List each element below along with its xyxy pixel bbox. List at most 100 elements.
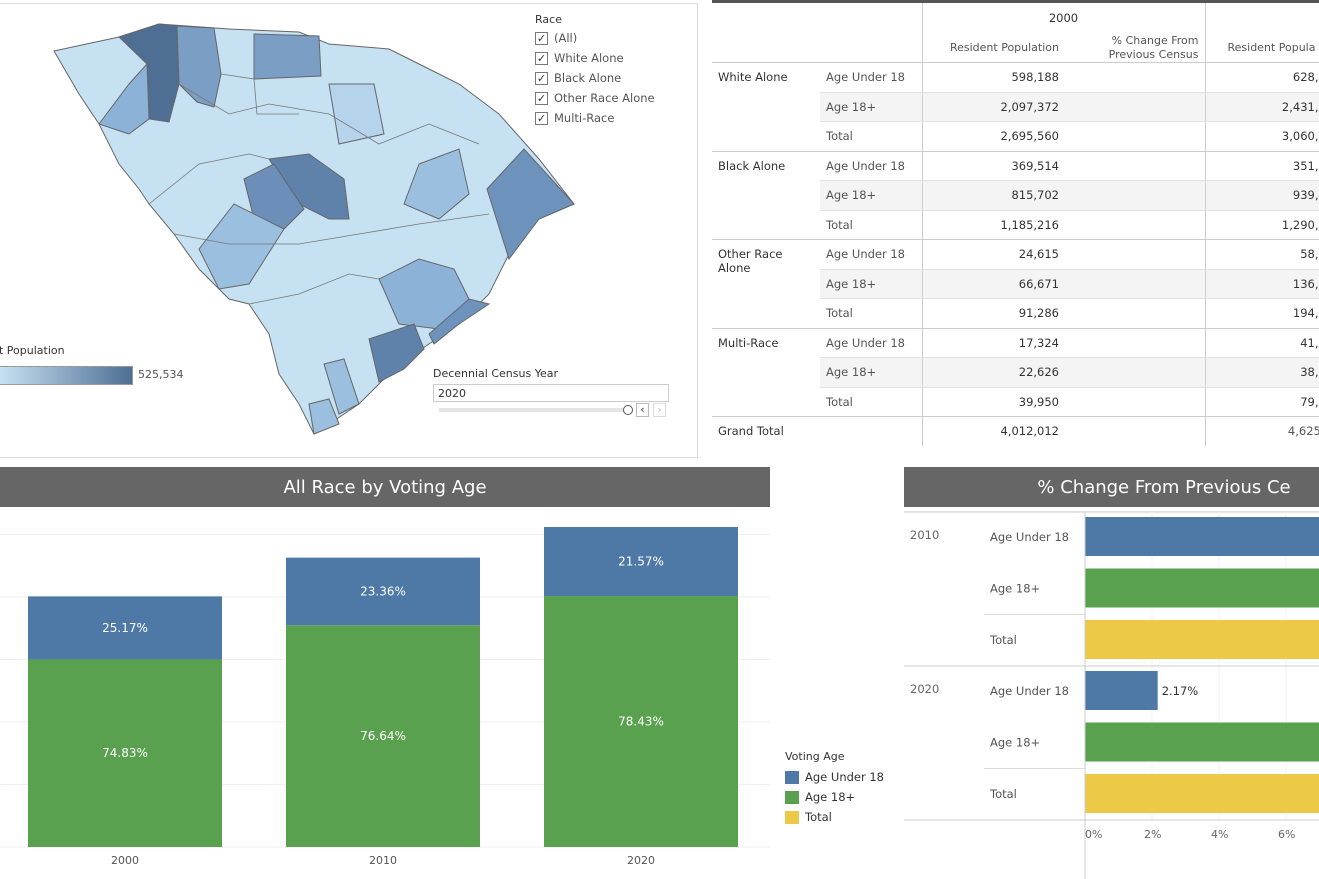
county: [486, 148, 575, 261]
cell: 598,188: [921, 62, 1065, 93]
legend-item[interactable]: Age 18+: [785, 787, 884, 807]
race-filter: Race ✓ (All) ✓ White Alone ✓ Black Alone ✓ Othe…: [535, 13, 655, 128]
cell: 628,: [1205, 62, 1319, 93]
county-border: [148, 153, 270, 205]
legend-label: Total: [805, 810, 832, 824]
cell: 2,695,560: [921, 121, 1065, 151]
race-filter-item[interactable]: ✓ Other Race Alone: [535, 88, 655, 108]
table-row: Total 1,185,216 1,290,: [712, 210, 1319, 240]
cell: [1065, 298, 1206, 328]
year-label: 2010: [910, 528, 939, 542]
year-slider-track[interactable]: [439, 408, 624, 412]
checkbox-icon[interactable]: ✓: [535, 51, 548, 65]
table-row: Other Race Alone Age Under 18 24,615 58,: [712, 239, 1319, 275]
county: [243, 163, 305, 230]
cell: 91,286: [921, 298, 1065, 328]
age-label: Age Under 18: [820, 239, 922, 270]
age-label: Total: [826, 394, 853, 409]
table-row: Age 18+ 815,702 939,: [712, 180, 1319, 211]
cell: 41,: [1205, 328, 1319, 358]
cell: [1065, 387, 1206, 417]
race-filter-label: Other Race Alone: [554, 91, 655, 105]
chevron-right-icon[interactable]: ›: [653, 403, 666, 417]
race-filter-item[interactable]: ✓ Black Alone: [535, 68, 655, 88]
race-label: Other Race Alone: [718, 247, 783, 275]
cell: 1,185,216: [921, 210, 1065, 240]
legend-item[interactable]: Age Under 18: [785, 767, 884, 787]
county: [198, 203, 285, 290]
data-label: 74.83%: [102, 746, 148, 760]
cell: 4,625,: [1287, 424, 1319, 439]
table-row: Multi-Race Age Under 18 17,324 41,: [712, 328, 1319, 358]
county: [428, 298, 491, 345]
grand-total-label: Grand Total: [718, 424, 784, 439]
bar: [1085, 722, 1319, 762]
pct-change-plot[interactable]: 0% 2% 4% 6% 2010 Age Under 18 Age 18+ Total 2020…: [904, 507, 1319, 879]
population-table: 2000 Resident Population % Change From P…: [712, 0, 1319, 446]
cell: [1065, 180, 1206, 211]
age-label: Age Under 18: [820, 62, 922, 93]
age-label: Age 18+: [820, 180, 922, 211]
cell: [1065, 239, 1206, 270]
row-label: Age 18+: [990, 582, 1040, 596]
cell: [1065, 62, 1206, 93]
x-tick-label: 4%: [1211, 828, 1228, 841]
age-label: Age Under 18: [820, 151, 922, 181]
color-legend-title: t Population: [0, 344, 65, 357]
cell: 79,: [1300, 394, 1319, 409]
table-row: Black Alone Age Under 18 369,514 351,: [712, 151, 1319, 181]
county-border: [248, 273, 380, 305]
age-label: Total: [826, 217, 853, 232]
data-label: 76.64%: [360, 729, 406, 743]
checkbox-icon[interactable]: ✓: [535, 111, 548, 125]
cell: 194,: [1292, 306, 1319, 321]
data-label: 23.36%: [360, 584, 406, 598]
map-panel: t Population 525,534 Race ✓ (All) ✓ White A…: [0, 3, 698, 458]
bar: [1085, 517, 1319, 556]
cell: 24,615: [921, 239, 1065, 270]
cell: 2,097,372: [921, 92, 1065, 122]
voting-age-chart: All Race by Voting Age 74.83% 25.17% 2000 7…: [0, 467, 770, 879]
bar-age-18-plus: [544, 596, 738, 847]
col-header: % Change From Previous Census: [1065, 33, 1206, 63]
race-filter-item[interactable]: ✓ (All): [535, 28, 655, 48]
color-legend-max: 525,534: [138, 368, 184, 381]
cell: 1,290,: [1281, 217, 1319, 232]
race-filter-item[interactable]: ✓ White Alone: [535, 48, 655, 68]
bar-age-18-plus: [286, 625, 480, 847]
x-tick-label: 2010: [369, 854, 397, 867]
cell: 3,060,: [1281, 129, 1319, 144]
bar: [1085, 568, 1319, 608]
county-map[interactable]: [0, 4, 698, 458]
bar-age-under-18: [286, 557, 480, 626]
year-input[interactable]: 2020: [433, 384, 669, 402]
cell: 58,: [1205, 239, 1319, 270]
cell: [1065, 269, 1206, 299]
year-slider-handle[interactable]: [623, 405, 633, 415]
year-filter: Decennial Census Year 2020 ‹ ›: [433, 367, 669, 422]
chart-title: % Change From Previous Ce: [904, 467, 1319, 507]
data-label: 78.43%: [618, 715, 664, 729]
checkbox-icon[interactable]: ✓: [535, 71, 548, 85]
race-filter-label: Black Alone: [554, 71, 622, 85]
county-border: [173, 213, 490, 245]
race-filter-item[interactable]: ✓ Multi-Race: [535, 108, 655, 128]
race-filter-title: Race: [535, 13, 562, 26]
race-filter-label: White Alone: [554, 51, 624, 65]
bar-age-18-plus: [28, 659, 222, 847]
year-label: 2020: [910, 682, 939, 696]
county-border: [178, 83, 480, 145]
county: [308, 398, 340, 435]
col-header: Resident Population: [921, 33, 1065, 63]
cell: [1065, 92, 1206, 122]
age-label: Age 18+: [820, 357, 922, 388]
legend-swatch: [785, 770, 799, 784]
chevron-left-icon[interactable]: ‹: [636, 403, 649, 417]
cell: 351,: [1205, 151, 1319, 181]
voting-age-chart-plot[interactable]: 74.83% 25.17% 2000 76.64% 23.36% 2010 78.43% 21…: [0, 507, 770, 879]
cell: 22,626: [921, 357, 1065, 388]
checkbox-icon[interactable]: ✓: [535, 31, 548, 45]
cell: [1065, 151, 1206, 181]
legend-item[interactable]: Total: [785, 807, 884, 827]
checkbox-icon[interactable]: ✓: [535, 91, 548, 105]
